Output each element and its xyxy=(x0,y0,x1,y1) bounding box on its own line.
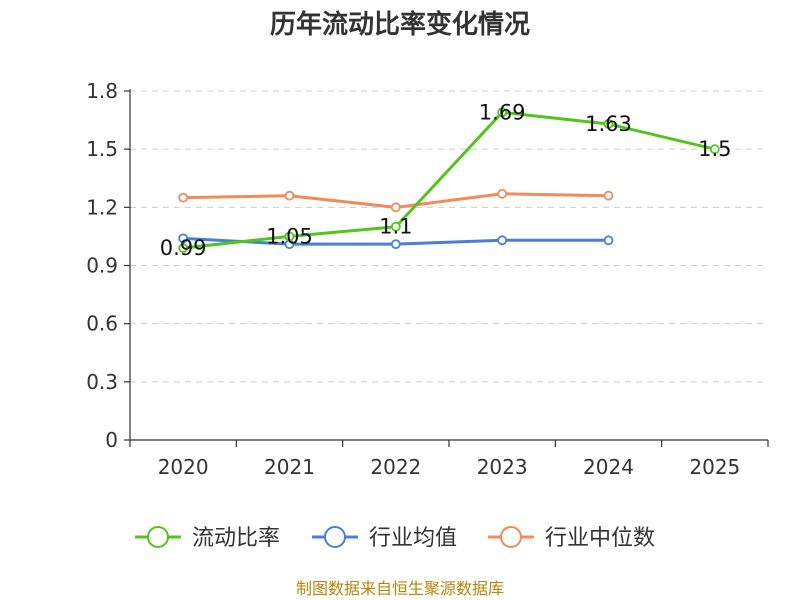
source-note: 制图数据来自恒生聚源数据库 xyxy=(296,579,504,598)
x-tick-label: 2025 xyxy=(689,455,740,479)
data-label: 1.63 xyxy=(585,112,632,136)
data-point[interactable] xyxy=(390,221,401,232)
data-labels: 0.99 1.05 1.1 1.69 1.63 1.5 xyxy=(160,100,732,260)
x-tick-label: 2023 xyxy=(477,455,528,479)
legend-marker xyxy=(324,526,346,548)
legend-label: 行业中位数 xyxy=(545,526,655,551)
axes: 0 0.3 0.6 0.9 1.2 1.5 1.8 2020 2021 2022 2023 2024 2… xyxy=(86,79,769,479)
data-point[interactable] xyxy=(497,188,508,199)
data-point[interactable] xyxy=(709,144,720,155)
y-tick-label: 0.3 xyxy=(86,370,118,394)
grid-lines xyxy=(130,90,768,383)
legend[interactable]: 流动比率 行业均值 行业中位数 xyxy=(135,526,655,551)
y-tick-label: 0.6 xyxy=(86,312,118,336)
data-point[interactable] xyxy=(497,235,508,246)
x-tick-label: 2024 xyxy=(583,455,634,479)
data-point[interactable] xyxy=(603,235,614,246)
y-tick-label: 1.5 xyxy=(86,137,118,161)
data-label: 0.99 xyxy=(160,236,207,260)
data-point[interactable] xyxy=(284,231,295,242)
legend-item[interactable]: 行业中位数 xyxy=(488,526,655,551)
chart-title: 历年流动比率变化情况 xyxy=(270,9,530,40)
y-tick-label: 0 xyxy=(105,428,118,452)
data-point[interactable] xyxy=(603,190,614,201)
y-tick-label: 1.8 xyxy=(86,79,118,103)
legend-marker xyxy=(147,526,169,548)
data-point[interactable] xyxy=(497,107,508,118)
legend-item[interactable]: 行业均值 xyxy=(312,526,457,551)
data-point[interactable] xyxy=(390,239,401,250)
data-label: 1.1 xyxy=(379,215,412,239)
series-line xyxy=(183,110,716,250)
data-point[interactable] xyxy=(178,243,189,253)
y-tick-label: 0.9 xyxy=(86,254,118,278)
data-point[interactable] xyxy=(603,119,614,129)
legend-item[interactable]: 流动比率 xyxy=(135,526,280,551)
legend-label: 流动比率 xyxy=(192,526,280,551)
x-tick-label: 2021 xyxy=(264,455,315,479)
x-tick-label: 2022 xyxy=(370,455,421,479)
data-label: 1.5 xyxy=(698,137,731,161)
data-point[interactable] xyxy=(178,233,189,244)
data-point[interactable] xyxy=(390,202,401,213)
data-label: 1.05 xyxy=(266,224,313,248)
legend-marker xyxy=(500,526,522,548)
x-tick-label: 2020 xyxy=(158,455,209,479)
y-tick-label: 1.2 xyxy=(86,195,118,219)
series-layer xyxy=(178,107,720,253)
legend-label: 行业均值 xyxy=(369,526,457,551)
data-point[interactable] xyxy=(284,190,295,201)
data-label: 1.69 xyxy=(479,100,526,124)
data-point[interactable] xyxy=(178,192,189,203)
